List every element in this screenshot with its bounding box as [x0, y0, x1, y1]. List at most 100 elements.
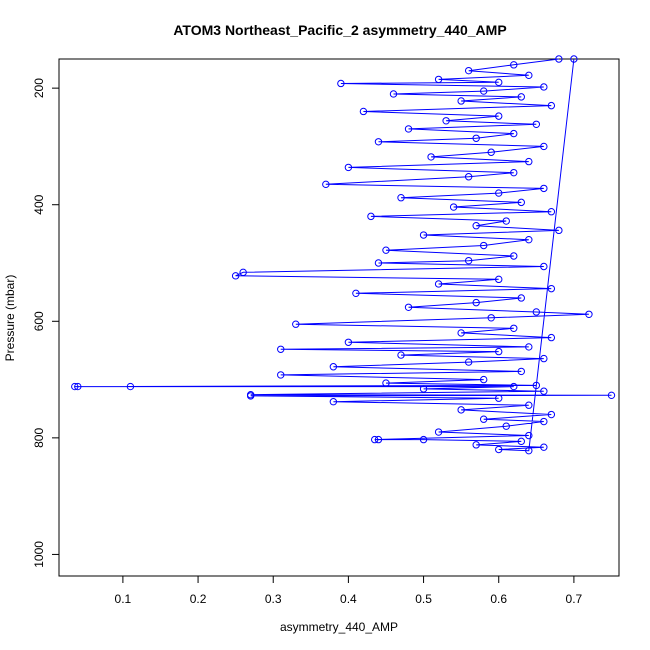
data-point: [525, 71, 533, 80]
data-point: [359, 107, 368, 116]
data-point: [322, 180, 330, 189]
data-point: [371, 435, 379, 444]
data-point: [397, 351, 405, 359]
data-point: [126, 382, 135, 391]
data-point: [419, 385, 428, 393]
data-point: [419, 435, 428, 444]
data-point: [464, 66, 473, 75]
data-point: [532, 308, 541, 316]
data-point: [434, 280, 443, 288]
data-point: [502, 422, 510, 430]
data-point: [472, 441, 480, 449]
series-line: [74, 58, 612, 452]
data-point: [382, 246, 390, 254]
data-point: [510, 252, 518, 260]
data-point: [510, 324, 518, 332]
data-point: [510, 382, 518, 391]
data-point: [434, 428, 443, 436]
data-point: [427, 153, 435, 161]
y-tick-label: 1000: [32, 541, 46, 568]
data-point: [607, 391, 616, 400]
data-point: [419, 231, 428, 239]
data-point: [74, 382, 82, 391]
data-point: [457, 329, 465, 337]
data-point: [547, 208, 556, 216]
data-point: [525, 431, 533, 440]
data-point: [389, 90, 398, 98]
data-point: [532, 381, 541, 390]
data-point: [525, 343, 533, 351]
data-point: [495, 78, 503, 87]
y-tick-label: 800: [32, 428, 46, 448]
data-point: [547, 284, 556, 293]
data-point: [382, 379, 390, 387]
data-point: [374, 259, 383, 267]
data-point: [457, 97, 465, 105]
data-point: [510, 61, 518, 69]
data-point: [517, 93, 525, 101]
data-point: [495, 275, 503, 284]
data-point: [540, 417, 548, 426]
data-point: [540, 83, 548, 91]
data-point: [517, 198, 525, 207]
x-tick-label: 0.1: [115, 592, 132, 606]
data-point: [231, 272, 240, 280]
y-axis: 200 400 600 800 1000: [32, 78, 60, 568]
data-point: [397, 194, 405, 202]
data-point: [510, 168, 518, 177]
data-point: [292, 320, 300, 328]
data-point: [442, 117, 450, 125]
data-point: [585, 310, 593, 318]
data-point: [479, 375, 488, 384]
data-point: [404, 125, 413, 133]
data-point: [517, 367, 525, 376]
data-point: [540, 142, 548, 151]
data-point: [525, 235, 533, 244]
data-point: [277, 345, 285, 353]
data-point: [464, 173, 473, 181]
x-tick-label: 0.3: [265, 592, 282, 606]
data-point: [555, 226, 563, 235]
data-point: [487, 314, 495, 322]
data-point: [479, 87, 488, 95]
y-tick-label: 200: [32, 78, 46, 98]
data-point: [525, 401, 533, 409]
data-point: [517, 437, 525, 446]
x-tick-label: 0.2: [190, 592, 207, 606]
data-point: [540, 262, 548, 271]
y-tick-label: 600: [32, 311, 46, 331]
data-point: [517, 294, 525, 302]
data-point: [495, 445, 503, 454]
x-tick-label: 0.7: [566, 592, 583, 606]
plot-layer: [71, 55, 616, 455]
x-axis: 0.1 0.2 0.3 0.4 0.5 0.6 0.7: [115, 575, 583, 606]
data-point: [472, 134, 480, 142]
data-point: [495, 189, 503, 197]
data-point: [352, 289, 360, 298]
data-point: [540, 184, 548, 193]
data-point: [555, 55, 563, 63]
data-point: [449, 203, 458, 211]
data-point: [246, 392, 255, 400]
data-point: [337, 79, 345, 88]
x-tick-label: 0.5: [415, 592, 432, 606]
data-point: [71, 382, 79, 391]
data-point: [329, 398, 338, 406]
x-axis-label: asymmetry_440_AMP: [280, 620, 398, 634]
data-point: [547, 333, 556, 342]
y-axis-label: Pressure (mbar): [3, 275, 17, 362]
data-point: [277, 371, 285, 379]
data-point: [374, 138, 383, 146]
data-point: [495, 394, 503, 402]
data-point: [487, 148, 495, 156]
data-point: [540, 354, 548, 363]
data-point: [532, 120, 541, 128]
data-point: [239, 268, 247, 277]
plot-area-frame: [58, 58, 620, 577]
data-point: [344, 338, 353, 346]
data-point: [525, 157, 533, 166]
data-point: [472, 298, 480, 307]
data-point: [495, 112, 503, 120]
data-point: [457, 406, 465, 414]
